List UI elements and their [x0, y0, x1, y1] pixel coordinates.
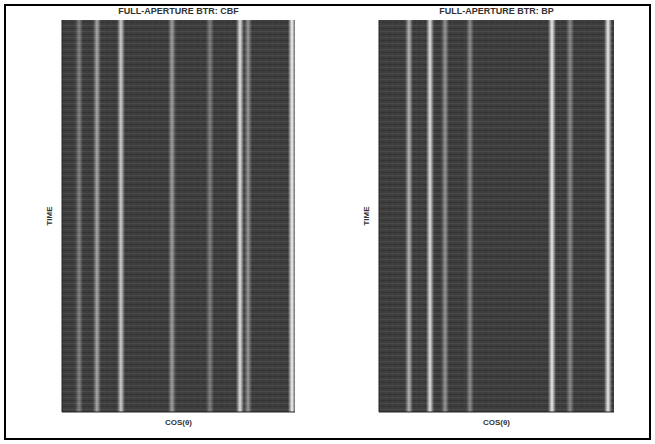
track	[288, 20, 295, 412]
track	[75, 20, 83, 412]
track	[604, 20, 612, 412]
track	[566, 20, 574, 412]
track	[117, 20, 125, 412]
track	[93, 20, 101, 412]
figure: FULL-APERTURE BTR: CBFCOS(θ)TIMEFULL-APE…	[0, 0, 655, 444]
track	[206, 20, 214, 412]
track	[244, 20, 252, 412]
y-axis-title: TIME	[362, 206, 371, 226]
track	[441, 20, 449, 412]
y-axis-title: TIME	[45, 206, 54, 226]
track	[405, 20, 413, 412]
panel: FULL-APERTURE BTR: CBF COS(θ) TIME	[45, 6, 296, 427]
outer-frame	[5, 5, 650, 439]
y-axis	[62, 20, 63, 412]
plot-background	[62, 20, 295, 412]
tracks	[405, 20, 612, 412]
panel-title: FULL-APERTURE BTR: BP	[439, 6, 554, 16]
panel-title: FULL-APERTURE BTR: CBF	[118, 6, 239, 16]
tracks	[75, 20, 295, 412]
track	[426, 20, 434, 412]
plot-background	[379, 20, 614, 412]
x-axis-title: COS(θ)	[483, 418, 510, 427]
track	[168, 20, 176, 412]
track	[236, 20, 244, 412]
x-axis	[379, 412, 614, 413]
panel: FULL-APERTURE BTR: BP COS(θ) TIME	[362, 6, 614, 427]
x-axis	[62, 412, 295, 413]
y-axis	[379, 20, 380, 412]
x-axis-title: COS(θ)	[165, 418, 192, 427]
track	[548, 20, 556, 412]
track	[466, 20, 474, 412]
